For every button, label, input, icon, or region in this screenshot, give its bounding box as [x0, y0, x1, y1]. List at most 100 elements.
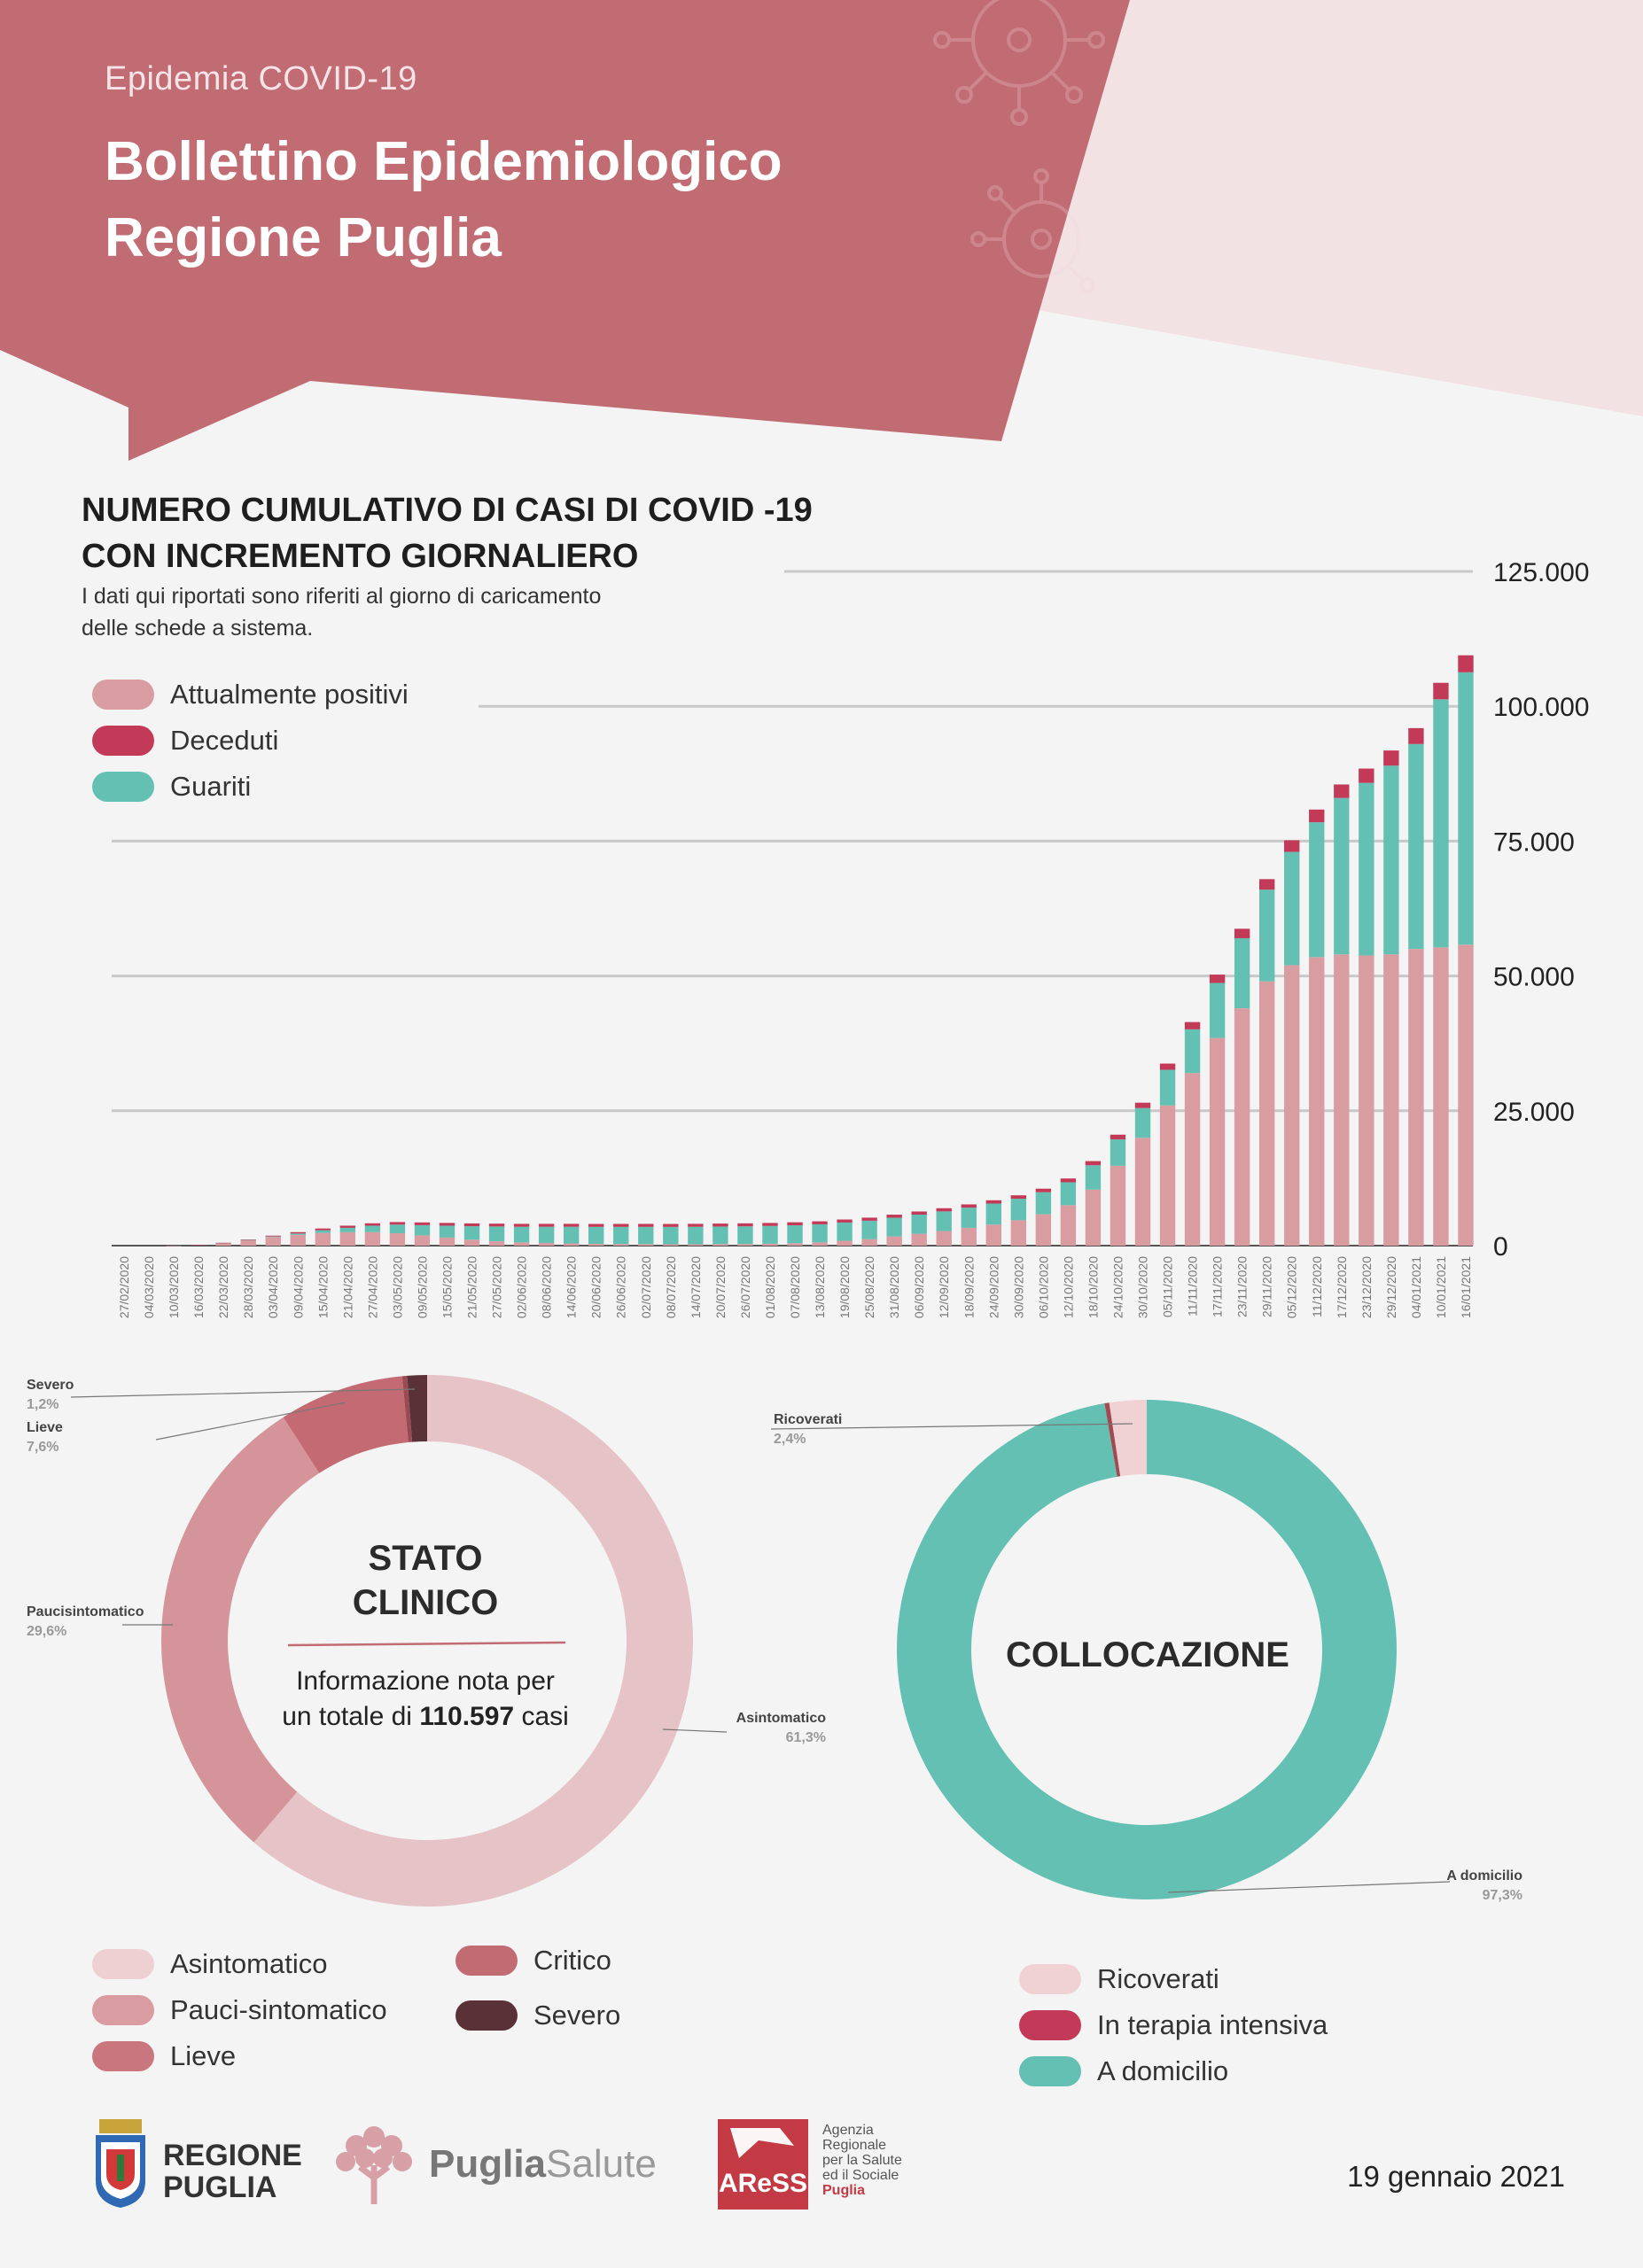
bar-segment [364, 1225, 381, 1232]
x-tick-label: 08/06/2020 [540, 1256, 554, 1318]
x-tick-label: 20/06/2020 [589, 1256, 603, 1318]
x-tick-label: 22/03/2020 [216, 1256, 230, 1318]
bar-segment [1060, 1182, 1077, 1206]
bar-segment [837, 1222, 853, 1241]
bar-segment [538, 1226, 555, 1243]
y-tick-label: 100.000 [1493, 693, 1589, 722]
bar-segment [1408, 727, 1424, 744]
legend-swatch-severo [456, 2000, 518, 2031]
divider-line [287, 1641, 566, 1647]
x-tick-label: 03/04/2020 [266, 1256, 280, 1318]
bar-segment [1383, 765, 1399, 955]
y-tick-label: 50.000 [1493, 963, 1575, 992]
aress-logo-text: AReSS [718, 2169, 808, 2198]
y-tick-label: 25.000 [1493, 1098, 1575, 1127]
bar-segment [787, 1222, 803, 1226]
x-tick-label: 25/08/2020 [862, 1256, 876, 1318]
segment-a-domicilio [897, 1400, 1397, 1899]
legend-pauci: Pauci-sintomatico [92, 1994, 387, 2026]
collocazione-title: COLLOCAZIONE [1006, 1635, 1289, 1674]
x-tick-label: 11/11/2020 [1186, 1256, 1200, 1317]
pugliasalute-puglia: Puglia [429, 2142, 547, 2186]
bar-segment [787, 1225, 803, 1244]
x-tick-label: 31/08/2020 [887, 1256, 901, 1318]
legend-terapia: In terapia intensiva [1019, 2009, 1328, 2041]
aress-logo-box: AReSS [718, 2119, 808, 2210]
bar-segment [563, 1226, 580, 1244]
legend-label-deceduti: Deceduti [170, 725, 279, 756]
x-tick-label: 15/04/2020 [315, 1256, 330, 1318]
bar-segment [513, 1242, 530, 1246]
x-tick-label: 16/03/2020 [191, 1256, 206, 1318]
x-tick-label: 19/08/2020 [837, 1256, 852, 1318]
legend-swatch-guariti [92, 772, 154, 802]
bar-segment [1035, 1188, 1052, 1192]
aress-line-1: Agenzia [822, 2123, 874, 2138]
legend-label-guariti: Guariti [170, 771, 252, 802]
bar-segment [1184, 1021, 1201, 1029]
callout-line-ricoverati [770, 1423, 1133, 1430]
bar-segment [588, 1223, 604, 1227]
x-tick-label: 21/05/2020 [465, 1256, 479, 1318]
x-tick-label: 27/02/2020 [117, 1256, 131, 1318]
callout-lieve-label: Lieve [27, 1420, 63, 1435]
legend-label-domicilio: A domicilio [1097, 2055, 1229, 2086]
bar-segment [1383, 954, 1399, 1246]
bar-segment [315, 1232, 331, 1246]
x-tick-label: 17/11/2020 [1211, 1256, 1225, 1317]
bar-segment [911, 1233, 927, 1246]
bar-segment [663, 1244, 679, 1246]
bar-segment [961, 1227, 977, 1246]
bar-segment [240, 1239, 256, 1240]
legend-swatch-domicilio [1019, 2056, 1081, 2086]
note-prefix: un totale di [282, 1702, 412, 1731]
x-tick-label: 30/10/2020 [1136, 1256, 1150, 1318]
bar-segment [389, 1224, 406, 1233]
bar-segment [364, 1231, 381, 1246]
bar-segment [1060, 1178, 1077, 1183]
y-tick-label: 0 [1493, 1232, 1508, 1262]
x-tick-label: 04/03/2020 [142, 1256, 156, 1318]
x-tick-label: 27/05/2020 [490, 1256, 504, 1318]
bar-segment [613, 1223, 629, 1227]
bar-segment [513, 1226, 530, 1243]
pugliasalute-salute: Salute [546, 2142, 657, 2186]
callout-lines [70, 1388, 728, 1733]
x-tick-label: 14/06/2020 [565, 1256, 579, 1318]
bar-segment [985, 1224, 1001, 1246]
bar-segment [315, 1228, 331, 1231]
bar-segment [414, 1222, 431, 1225]
bar-segment [339, 1227, 356, 1232]
legend-guariti: Guariti [92, 771, 251, 803]
chart-note: I dati qui riportati sono riferiti al gi… [82, 580, 755, 644]
bar-segment [837, 1219, 853, 1223]
regione-line-2: PUGLIA [163, 2171, 277, 2204]
bar-segment [688, 1223, 704, 1227]
bar-segment [985, 1203, 1001, 1225]
callout-line-asinto [662, 1728, 728, 1733]
aress-logo-mark-icon [730, 2128, 794, 2158]
bar-segment [1085, 1161, 1102, 1166]
legend-label-positivi: Attualmente positivi [170, 679, 409, 710]
bar-segment [439, 1223, 456, 1226]
bar-segment [737, 1223, 753, 1227]
bar-segment [290, 1234, 306, 1246]
x-tick-label: 03/05/2020 [390, 1256, 404, 1318]
bar-segment [638, 1226, 654, 1245]
bar-segment [886, 1217, 902, 1237]
bar-segment [1035, 1214, 1052, 1246]
bar-segment [712, 1244, 728, 1246]
aress-line-4: ed il Sociale [822, 2168, 899, 2183]
bar-segment [215, 1242, 231, 1244]
bar-segment [712, 1223, 728, 1227]
callout-lines [770, 1423, 1451, 1893]
x-tick-label: 24/09/2020 [986, 1256, 1001, 1318]
bar-segment [1458, 655, 1474, 672]
bar-segment [936, 1231, 952, 1246]
bar-segment [1458, 672, 1474, 945]
bar-segment [265, 1237, 281, 1246]
bar-segment [1309, 822, 1325, 958]
bar-segment [538, 1242, 555, 1246]
pugliasalute-tree-icon [336, 2126, 412, 2204]
segment-ricoverati [1109, 1400, 1147, 1477]
